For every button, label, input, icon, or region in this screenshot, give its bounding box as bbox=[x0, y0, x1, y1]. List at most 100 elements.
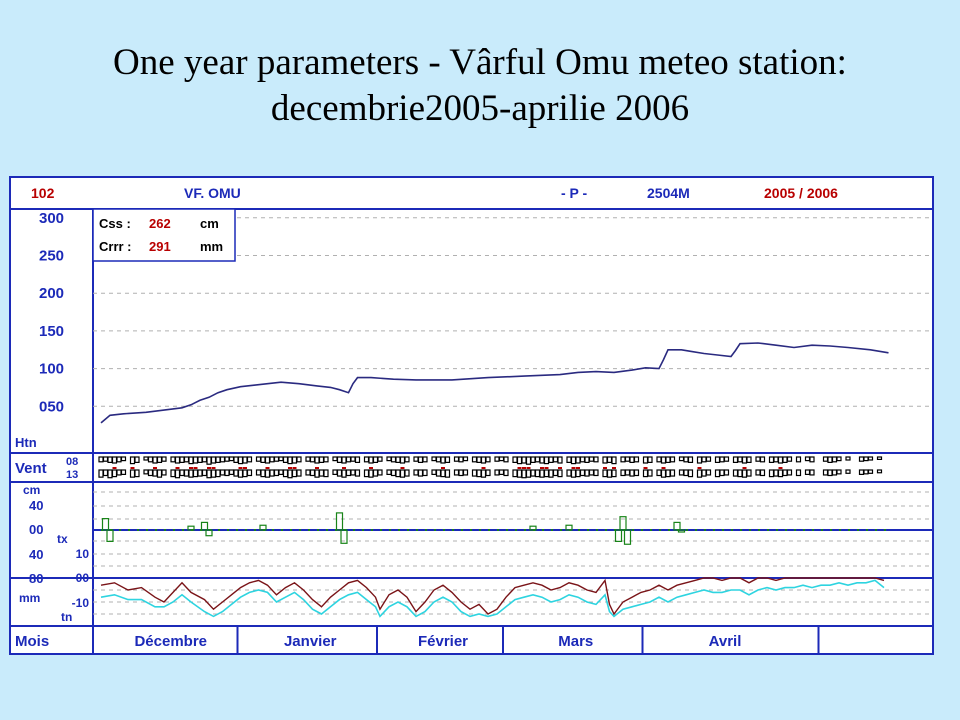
wind-08-mark bbox=[471, 456, 478, 463]
tn-label: tn bbox=[61, 610, 72, 624]
wind-13-mark bbox=[197, 469, 203, 477]
wind-13-mark bbox=[494, 469, 500, 476]
wind-08-mark bbox=[476, 456, 482, 464]
vent-label: Vent bbox=[15, 460, 47, 477]
wind-13-mark bbox=[593, 469, 599, 477]
precip-bars bbox=[101, 512, 886, 545]
wind-13-mark bbox=[395, 469, 401, 478]
wind-13-mark bbox=[350, 469, 356, 476]
wind-13-mark bbox=[714, 469, 721, 478]
wind-13-mark bbox=[579, 469, 586, 477]
wind-13-mark bbox=[741, 469, 748, 478]
wind-08-mark bbox=[723, 456, 730, 462]
wind-08-mark bbox=[516, 456, 523, 465]
wind-13-mark bbox=[831, 469, 838, 476]
precip-tick-label: 80 bbox=[29, 571, 43, 586]
wind-08-mark bbox=[719, 456, 725, 463]
wind-08-mark bbox=[552, 456, 559, 463]
snow-depth-line bbox=[100, 342, 889, 424]
wind-13-mark bbox=[372, 469, 379, 477]
wind-13-mark bbox=[624, 469, 631, 476]
wind-08-mark bbox=[269, 456, 275, 463]
wind-08-mark bbox=[836, 456, 842, 462]
wind-08-mark bbox=[363, 456, 370, 463]
wind-08-mark bbox=[534, 456, 541, 463]
wind-13-mark bbox=[174, 469, 181, 479]
wind-08-mark bbox=[147, 456, 154, 463]
temperature-series bbox=[100, 577, 885, 618]
temp-axis-ticks: 10 00 -10 bbox=[72, 547, 90, 610]
wind-08-mark bbox=[368, 456, 374, 464]
wind-08-mark bbox=[633, 456, 640, 463]
wind-13-mark bbox=[435, 469, 442, 477]
wind-13-mark bbox=[687, 469, 694, 478]
wind-08-mark bbox=[539, 456, 545, 464]
wind-08-mark bbox=[341, 456, 347, 464]
wind-08-mark bbox=[377, 456, 383, 462]
wind-13-mark bbox=[773, 469, 779, 477]
wind-13-mark bbox=[336, 469, 343, 477]
wind-08-mark bbox=[683, 456, 689, 463]
wind-13-mark bbox=[795, 469, 802, 477]
wind-13-mark bbox=[620, 469, 626, 477]
wind-13-mark bbox=[161, 469, 167, 476]
meteo-chart: 102 VF. OMU - P - 2504M 2005 / 2006 Css … bbox=[9, 176, 934, 655]
wind-08-mark bbox=[431, 456, 437, 462]
vent-13-label: 13 bbox=[66, 469, 78, 481]
month-label: Janvier bbox=[284, 633, 337, 650]
wind-13-mark bbox=[876, 469, 883, 474]
wind-13-mark bbox=[786, 469, 793, 476]
wind-08-mark bbox=[768, 456, 775, 464]
wind-13-mark bbox=[705, 469, 712, 476]
wind-13-mark bbox=[737, 469, 743, 478]
wind-13-mark bbox=[377, 469, 383, 476]
wind-13-mark bbox=[170, 469, 176, 478]
wind-08-mark bbox=[201, 456, 208, 463]
wind-08-mark bbox=[642, 456, 649, 464]
wind-13-mark bbox=[147, 469, 154, 477]
wind-08-mark bbox=[107, 456, 113, 464]
snow-tick-label: 300 bbox=[39, 210, 64, 227]
wind-08-mark bbox=[309, 456, 316, 463]
wind-13-mark bbox=[602, 469, 608, 478]
wind-08-mark bbox=[701, 456, 707, 463]
precip-bar bbox=[106, 529, 114, 542]
wind-08-mark bbox=[660, 456, 667, 464]
wind-13-mark bbox=[512, 469, 518, 478]
wind-08-mark bbox=[152, 456, 158, 464]
wind-13-mark bbox=[539, 469, 545, 478]
wind-13-mark bbox=[782, 469, 788, 477]
wind-13-mark bbox=[557, 469, 563, 478]
wind-13-mark bbox=[201, 469, 208, 477]
wind-08-mark bbox=[543, 456, 550, 465]
wind-08-mark bbox=[665, 456, 671, 464]
wind-08-mark bbox=[273, 456, 280, 462]
temp-tick-label: 00 bbox=[76, 571, 90, 585]
wind-08-mark bbox=[575, 456, 581, 464]
wind-08-mark bbox=[390, 456, 397, 463]
wind-08-mark bbox=[237, 456, 244, 465]
wind-08-mark bbox=[656, 456, 662, 463]
wind-13-mark bbox=[282, 469, 289, 478]
wind-08-mark bbox=[197, 456, 203, 464]
wind-13-mark bbox=[660, 469, 667, 478]
wind-08-mark bbox=[291, 456, 298, 464]
wind-13-mark bbox=[233, 469, 239, 477]
wind-08-mark bbox=[494, 456, 500, 462]
wind-08-mark bbox=[755, 456, 761, 462]
wind-13-mark bbox=[179, 469, 185, 477]
wind-08-mark bbox=[566, 456, 572, 464]
wind-08-mark bbox=[696, 456, 703, 464]
wind-13-mark bbox=[566, 469, 572, 477]
wind-08-mark bbox=[786, 456, 793, 462]
wind-08-mark bbox=[170, 456, 176, 463]
snow-depth-series bbox=[100, 342, 889, 424]
wind-08-mark bbox=[206, 456, 212, 465]
wind-13-mark bbox=[210, 469, 217, 478]
wind-08-mark bbox=[242, 456, 248, 464]
crrr-value: 291 bbox=[149, 239, 171, 254]
stats-box: Css : 262 cm Crrr : 291 mm bbox=[92, 208, 236, 262]
wind-08-mark bbox=[246, 456, 253, 463]
wind-08-mark bbox=[579, 456, 586, 463]
wind-08-mark bbox=[570, 456, 577, 465]
